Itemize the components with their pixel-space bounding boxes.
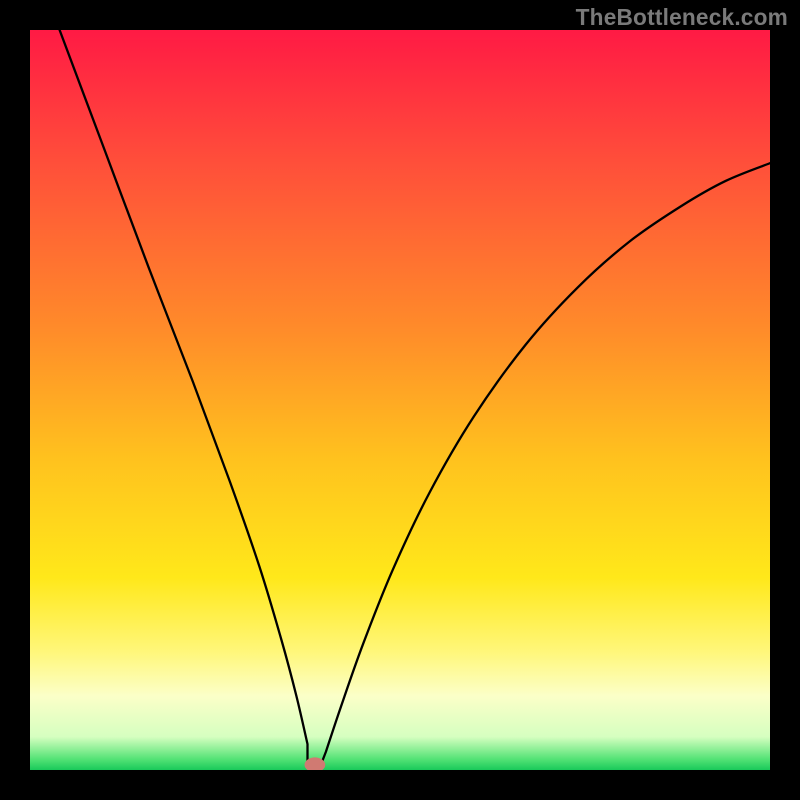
watermark-text: TheBottleneck.com <box>576 4 788 31</box>
plot-area <box>30 30 770 770</box>
gradient-background <box>30 30 770 770</box>
chart-frame: TheBottleneck.com <box>0 0 800 800</box>
plot-svg <box>30 30 770 770</box>
